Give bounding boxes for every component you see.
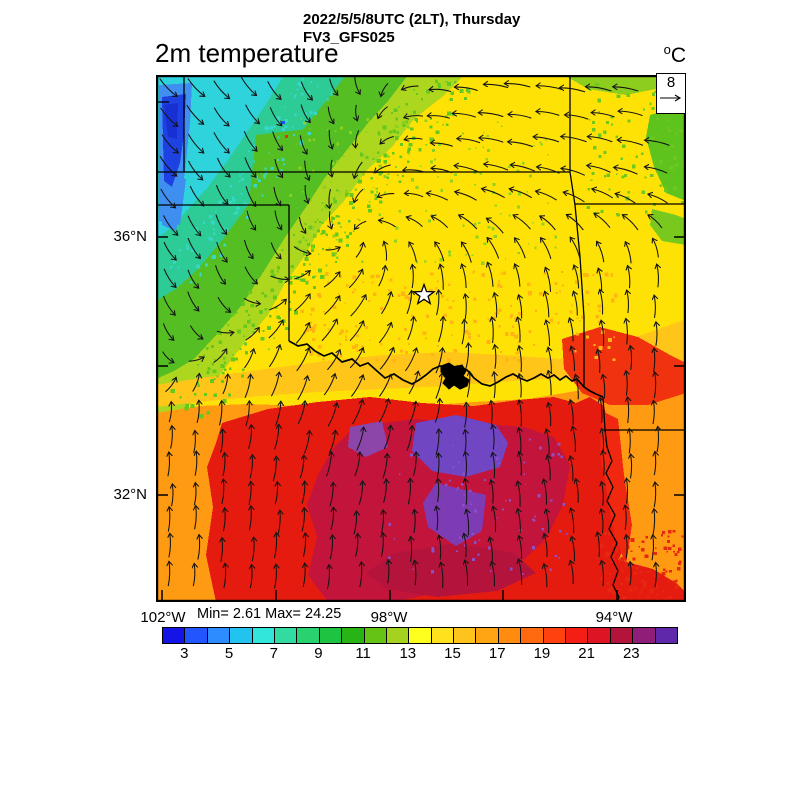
wind-reference-arrow-icon bbox=[660, 94, 682, 102]
colorbar-cell bbox=[386, 628, 410, 643]
map-frame bbox=[156, 75, 686, 602]
latitude-label: 36°N bbox=[113, 228, 147, 245]
colorbar-cell bbox=[543, 628, 567, 643]
colorbar-cell bbox=[633, 628, 656, 643]
colorbar-tick-label: 23 bbox=[622, 645, 640, 662]
colorbar-tick-label: 11 bbox=[355, 645, 371, 662]
longitude-label: 94°W bbox=[595, 609, 633, 626]
colorbar-tick-label: 13 bbox=[399, 645, 417, 662]
colorbar-cell bbox=[476, 628, 499, 643]
colorbar-cell bbox=[610, 628, 634, 643]
colorbar-tick-label: 9 bbox=[314, 645, 323, 662]
latitude-label: 32°N bbox=[113, 486, 147, 503]
colorbar-cell bbox=[342, 628, 365, 643]
dither-speckles bbox=[170, 78, 686, 602]
colorbar-tick-label: 3 bbox=[180, 645, 189, 662]
plot-datetime-title: 2022/5/5/8UTC (2LT), Thursday bbox=[303, 11, 521, 28]
units-superscript: o bbox=[663, 42, 671, 57]
temperature-field bbox=[156, 75, 686, 602]
units-base: C bbox=[670, 44, 686, 67]
colorbar-cell bbox=[588, 628, 611, 643]
colorbar-cell bbox=[185, 628, 208, 643]
wind-vectors bbox=[159, 76, 670, 590]
colorbar-tick-label: 7 bbox=[269, 645, 278, 662]
variable-title: 2m temperature bbox=[155, 38, 339, 68]
colorbar-cell bbox=[409, 628, 432, 643]
units-label: oC bbox=[664, 42, 686, 68]
location-star-marker bbox=[412, 282, 436, 306]
colorbar-cell bbox=[230, 628, 253, 643]
min-max-stats: Min= 2.61 Max= 24.25 bbox=[197, 606, 342, 622]
colorbar-cell bbox=[498, 628, 522, 643]
colorbar-tick-label: 21 bbox=[578, 645, 595, 662]
colorbar-tick-label: 5 bbox=[224, 645, 234, 662]
colorbar-cell bbox=[431, 628, 455, 643]
colorbar bbox=[162, 627, 678, 644]
wind-reference-value: 8 bbox=[666, 74, 676, 91]
colorbar-cell bbox=[207, 628, 231, 643]
colorbar-cell bbox=[454, 628, 477, 643]
map-panel bbox=[156, 75, 686, 602]
longitude-label: 98°W bbox=[370, 609, 408, 626]
colorbar-cell bbox=[655, 628, 677, 643]
plot-model-title: FV3_GFS025 bbox=[303, 29, 395, 46]
colorbar-cell bbox=[566, 628, 589, 643]
longitude-label: 102°W bbox=[140, 609, 186, 626]
wind-reference-box: 8 bbox=[656, 73, 686, 114]
lake-texoma bbox=[440, 362, 470, 390]
colorbar-cell bbox=[163, 628, 186, 643]
colorbar-cell bbox=[319, 628, 343, 643]
colorbar-tick-label: 17 bbox=[488, 645, 506, 662]
temperature-map bbox=[156, 75, 686, 602]
colorbar-cell bbox=[252, 628, 275, 643]
colorbar-tick-label: 19 bbox=[533, 645, 551, 662]
colorbar-tick-label: 15 bbox=[444, 645, 461, 662]
colorbar-cell bbox=[274, 628, 298, 643]
colorbar-cell bbox=[521, 628, 544, 643]
colorbar-cell bbox=[364, 628, 387, 643]
colorbar-cell bbox=[297, 628, 320, 643]
